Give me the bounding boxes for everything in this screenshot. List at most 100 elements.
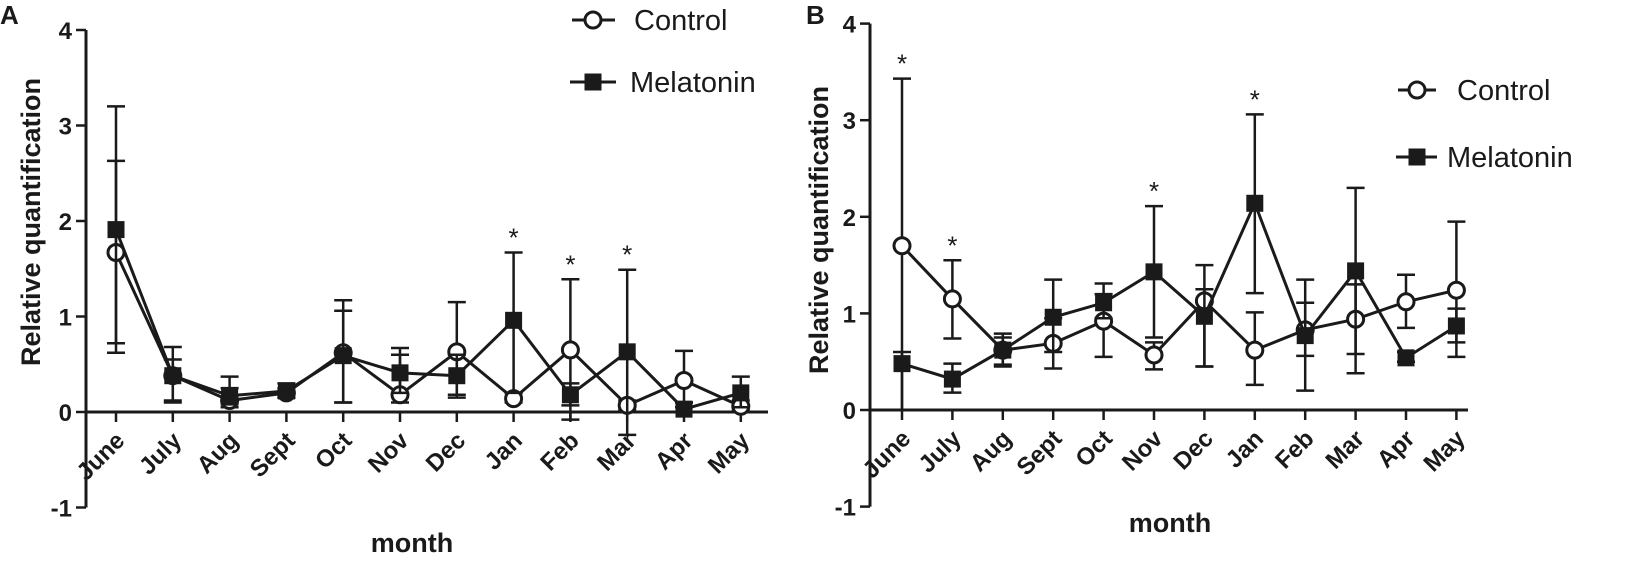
error-bar <box>1195 288 1214 368</box>
data-point-melatonin <box>1397 349 1415 367</box>
series-melatonin <box>107 105 750 437</box>
y-axis-label: Relative quantification <box>16 78 46 366</box>
legend-entry-control: Control <box>1398 75 1551 107</box>
x-tick-label: Dec <box>421 427 471 477</box>
data-point-melatonin <box>1044 308 1062 326</box>
data-point-melatonin <box>391 364 409 382</box>
data-point-control <box>1245 340 1265 360</box>
x-tick-label: Apr <box>650 427 698 475</box>
significance-marker: * <box>1149 176 1159 206</box>
y-tick-label: 0 <box>59 400 72 427</box>
y-tick-label: 0 <box>843 398 856 425</box>
x-axis-label: month <box>1129 508 1211 538</box>
data-point-melatonin <box>1145 263 1163 281</box>
y-tick-label: 4 <box>59 18 73 45</box>
legend-label: Melatonin <box>630 67 756 99</box>
legend-entry-melatonin: Melatonin <box>570 67 756 99</box>
series-line <box>901 199 1458 381</box>
x-tick-label: Nov <box>1117 425 1169 477</box>
x-tick-label: Dec <box>1168 425 1218 475</box>
x-tick-label: June <box>72 427 131 486</box>
y-tick-label: 2 <box>843 205 856 232</box>
x-tick-label: Sept <box>245 427 301 483</box>
data-point-control <box>674 370 694 390</box>
data-point-melatonin <box>164 367 182 385</box>
x-tick-label: Sept <box>1012 425 1068 481</box>
data-point-control <box>892 236 912 256</box>
y-tick-label: 3 <box>59 114 72 141</box>
legend-label: Control <box>1457 75 1551 107</box>
y-tick-label: -1 <box>835 495 856 522</box>
x-tick-label: June <box>858 425 917 484</box>
data-point-control <box>1446 280 1466 300</box>
data-point-melatonin <box>1347 262 1365 280</box>
data-point-melatonin <box>1246 194 1264 212</box>
data-point-melatonin <box>994 341 1012 359</box>
significance-marker: * <box>947 230 957 260</box>
x-tick-label: May <box>703 427 756 480</box>
legend-label: Control <box>634 5 728 37</box>
significance-marker: * <box>622 240 632 270</box>
series-line <box>114 229 742 411</box>
data-point-control <box>942 289 962 309</box>
significance-marker: * <box>509 223 519 253</box>
series-control <box>892 77 1466 412</box>
legend-marker-melatonin <box>1408 148 1426 166</box>
legend-entry-control: Control <box>572 5 728 37</box>
data-point-melatonin <box>1296 327 1314 345</box>
legend-marker-melatonin <box>584 73 602 91</box>
data-point-melatonin <box>1095 294 1113 312</box>
legend-label: Melatonin <box>1447 142 1573 174</box>
x-tick-label: May <box>1419 425 1472 478</box>
data-point-control <box>1396 292 1416 312</box>
x-tick-label: Aug <box>192 427 244 479</box>
legend-marker-control <box>1407 80 1427 100</box>
x-tick-label: Feb <box>1270 425 1319 474</box>
data-point-melatonin <box>505 311 523 329</box>
data-point-melatonin <box>334 347 352 365</box>
x-tick-label: Feb <box>535 427 584 476</box>
data-point-melatonin <box>618 343 636 361</box>
x-tick-label: Oct <box>1070 425 1117 472</box>
panel-label: A <box>0 0 19 30</box>
y-tick-label: 3 <box>843 108 856 135</box>
data-point-melatonin <box>893 355 911 373</box>
data-point-melatonin <box>675 400 693 418</box>
y-tick-label: 1 <box>843 301 856 328</box>
data-point-melatonin <box>277 382 295 400</box>
legend-entry-melatonin: Melatonin <box>1396 142 1573 174</box>
x-axis-label: month <box>371 528 453 558</box>
chart-panel-a: A -1 0 1 2 3 4 June July Aug Sept Oct Nov Dec Jan Feb Ma… <box>0 0 768 558</box>
significance-marker: * <box>565 249 575 279</box>
x-tick-label: July <box>914 425 968 479</box>
series-melatonin <box>893 113 1466 412</box>
legend: Control Melatonin <box>570 5 756 99</box>
data-point-melatonin <box>561 386 579 404</box>
series-control <box>106 159 751 421</box>
x-tick-label: Aug <box>965 425 1017 477</box>
panel-label: B <box>806 0 825 30</box>
y-tick-label: -1 <box>51 496 72 523</box>
significance-marker: * <box>897 49 907 79</box>
y-tick-label: 4 <box>843 12 857 39</box>
x-tick-label: Jan <box>480 427 528 475</box>
series-line <box>114 251 742 408</box>
x-tick-label: Jan <box>1221 425 1269 473</box>
x-tick-label: Mar <box>1321 425 1370 474</box>
data-point-melatonin <box>943 370 961 388</box>
x-tick-label: Apr <box>1372 425 1420 473</box>
legend: Control Melatonin <box>1396 75 1573 174</box>
data-point-melatonin <box>221 387 239 405</box>
data-point-control <box>560 340 580 360</box>
data-point-melatonin <box>448 367 466 385</box>
data-point-melatonin <box>732 384 750 402</box>
data-point-control <box>1144 345 1164 365</box>
significance-marker: * <box>1250 84 1260 114</box>
x-tick-label: Nov <box>363 427 415 479</box>
data-point-melatonin <box>1447 317 1465 335</box>
y-tick-label: 2 <box>59 209 72 236</box>
data-point-melatonin <box>107 221 125 239</box>
x-tick-label: July <box>134 427 188 481</box>
y-tick-label: 1 <box>59 305 72 332</box>
